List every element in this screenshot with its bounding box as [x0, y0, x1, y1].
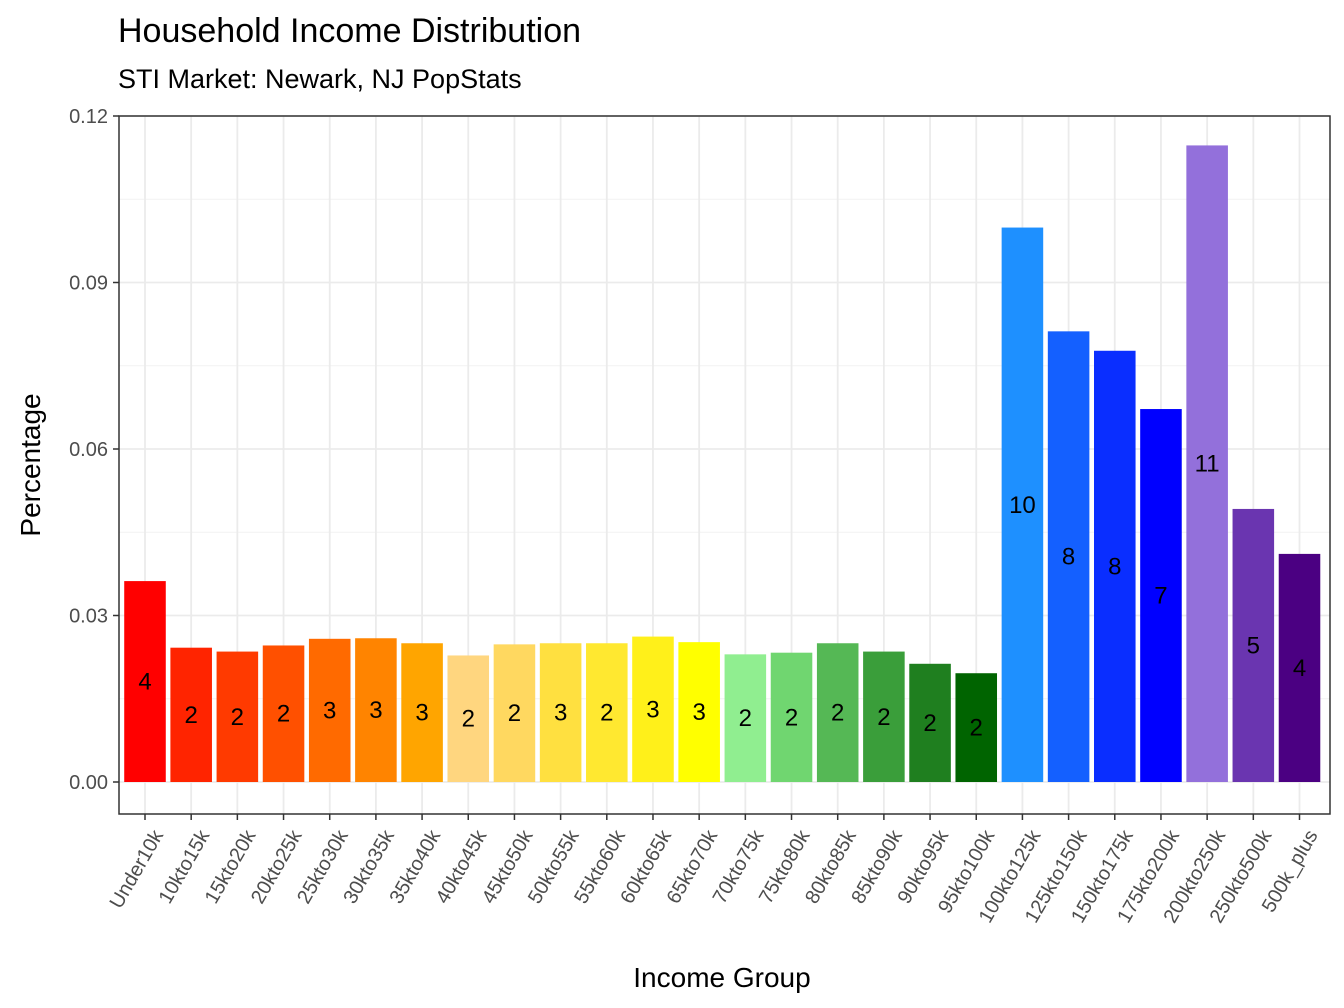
bar — [124, 581, 166, 782]
bar — [678, 642, 720, 782]
bar — [170, 647, 212, 782]
bar-data-label: 2 — [831, 700, 844, 727]
x-axis: Under10k10kto15k15kto20k20kto25k25kto30k… — [106, 814, 1323, 927]
bar-data-label: 2 — [462, 706, 475, 733]
bar-data-label: 3 — [415, 700, 428, 727]
bar — [401, 643, 443, 782]
bar — [770, 652, 813, 782]
bar-data-label: 2 — [600, 700, 613, 727]
y-tick-label: 0.00 — [69, 772, 108, 794]
bar — [493, 644, 536, 782]
bar-data-label: 2 — [877, 704, 890, 731]
bar-data-label: 2 — [970, 715, 983, 742]
x-axis-title: Income Group — [633, 962, 810, 993]
y-tick-label: 0.09 — [69, 273, 108, 295]
bar — [355, 638, 397, 782]
bar-data-label: 4 — [138, 669, 151, 696]
y-axis: 0.00 0.03 0.06 0.09 0.12 — [69, 106, 119, 794]
y-tick-label: 0.12 — [69, 106, 108, 128]
bar-data-label: 5 — [1247, 632, 1260, 659]
bar-data-label: 3 — [323, 697, 336, 724]
bar — [1047, 331, 1090, 782]
bar — [262, 645, 305, 782]
bar-data-label: 2 — [923, 710, 936, 737]
bar-data-label: 3 — [646, 696, 659, 723]
bar-data-label: 7 — [1154, 583, 1167, 610]
bar-data-label: 2 — [508, 700, 521, 727]
bar — [724, 654, 767, 782]
bar-data-label: 2 — [231, 704, 244, 731]
bar — [1186, 145, 1228, 783]
bar — [539, 643, 582, 782]
bar-data-label: 8 — [1062, 544, 1075, 571]
bar-data-label: 8 — [1108, 553, 1121, 580]
bar-data-label: 3 — [692, 699, 705, 726]
y-axis-title: Percentage — [15, 393, 46, 536]
y-tick-label: 0.06 — [69, 439, 108, 461]
bar — [909, 663, 951, 782]
bars — [124, 145, 1321, 783]
bar — [1140, 409, 1182, 782]
bar-data-label: 2 — [739, 705, 752, 732]
chart-title: Household Income Distribution — [118, 12, 582, 50]
bar — [586, 643, 628, 782]
bar — [955, 673, 998, 782]
bar-data-label: 3 — [554, 700, 567, 727]
bar — [632, 636, 674, 782]
chart-subtitle: STI Market: Newark, NJ PopStats — [118, 64, 522, 94]
bar — [863, 651, 905, 782]
bar — [308, 638, 351, 782]
bar — [1232, 508, 1275, 782]
bar — [216, 651, 259, 782]
data-labels: 4 2 2 2 3 3 3 2 2 3 2 3 3 2 2 2 2 2 2 10 8 8 7 11 5 4 — [138, 451, 1306, 742]
bar-data-label: 3 — [369, 697, 382, 724]
bar — [1001, 227, 1044, 782]
plot-panel-border — [118, 115, 1331, 815]
bar — [447, 655, 490, 782]
bar — [816, 643, 859, 782]
bar — [1278, 553, 1321, 782]
bar-data-label: 2 — [785, 704, 798, 731]
bar-data-label: 10 — [1009, 492, 1036, 519]
bar-data-label: 2 — [277, 701, 290, 728]
y-tick-label: 0.03 — [69, 606, 108, 628]
bar-data-label: 11 — [1195, 451, 1220, 478]
bar-data-label: 4 — [1293, 655, 1306, 682]
bar-data-label: 2 — [185, 702, 198, 729]
bar — [1093, 350, 1136, 782]
